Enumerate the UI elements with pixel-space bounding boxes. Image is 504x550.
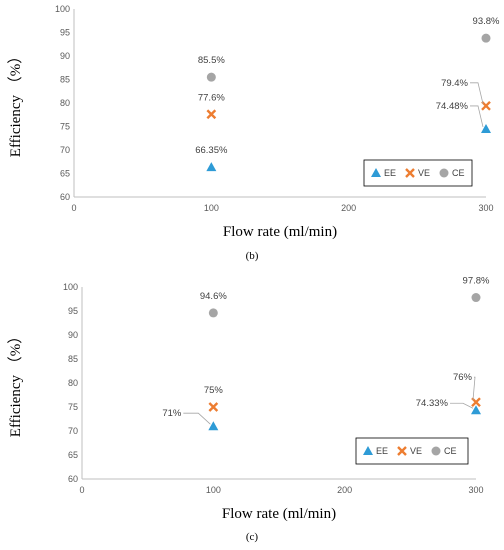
x-tick-label: 300 xyxy=(478,203,493,213)
y-axis-title: Efficiency （%） xyxy=(7,49,24,157)
y-tick-label: 100 xyxy=(63,282,78,292)
data-label: 74.48% xyxy=(436,101,469,112)
data-label-leader xyxy=(450,402,474,409)
y-tick-label: 60 xyxy=(60,192,70,202)
data-point-ce xyxy=(471,293,481,303)
data-label: 94.6% xyxy=(200,291,227,302)
data-point-ee xyxy=(471,405,481,415)
x-axis-title: Flow rate (ml/min) xyxy=(222,506,336,522)
y-tick-label: 85 xyxy=(68,354,78,364)
data-label-leader xyxy=(470,82,484,104)
x-tick-label: 0 xyxy=(79,485,84,495)
y-axis-title: Efficiency （%） xyxy=(7,329,24,437)
data-point-ce xyxy=(206,72,216,82)
y-tick-label: 65 xyxy=(68,450,78,460)
x-tick-label: 0 xyxy=(71,203,76,213)
y-tick-label: 65 xyxy=(60,169,70,179)
panel-label: (c) xyxy=(246,531,259,543)
x-tick-label: 100 xyxy=(206,485,221,495)
data-point-ee xyxy=(208,421,219,431)
data-point-ce xyxy=(481,33,491,43)
y-tick-label: 90 xyxy=(60,51,70,61)
y-tick-label: 95 xyxy=(68,306,78,316)
x-tick-label: 100 xyxy=(204,203,219,213)
y-tick-label: 75 xyxy=(68,402,78,412)
data-point-ce xyxy=(208,308,218,318)
data-label: 66.35% xyxy=(195,145,228,156)
x-tick-label: 200 xyxy=(341,203,356,213)
data-label: 76% xyxy=(453,372,473,383)
y-tick-label: 100 xyxy=(55,4,70,14)
data-label-leader xyxy=(472,376,476,401)
data-label-leader xyxy=(183,412,211,425)
y-tick-label: 95 xyxy=(60,28,70,38)
data-label: 71% xyxy=(162,408,182,419)
legend-entry: CE xyxy=(452,168,465,178)
legend-entry: EE xyxy=(384,168,396,178)
y-tick-label: 80 xyxy=(60,98,70,108)
y-tick-label: 90 xyxy=(68,330,78,340)
data-label: 97.8% xyxy=(463,276,490,287)
legend-box xyxy=(355,437,469,465)
y-tick-label: 60 xyxy=(68,474,78,484)
data-label: 93.8% xyxy=(473,16,500,27)
data-label: 79.4% xyxy=(441,78,468,89)
legend-marker-ve xyxy=(397,446,407,456)
data-point-ve xyxy=(208,402,219,412)
x-tick-label: 200 xyxy=(337,485,352,495)
chart-panel-c: 60 65 70 75 80 85 90 95 100 0 100 200 300 Flow rate (… xyxy=(7,276,490,543)
data-label: 85.5% xyxy=(198,55,225,66)
y-tick-label: 70 xyxy=(68,426,78,436)
y-tick-label: 70 xyxy=(60,145,70,155)
data-label: 75% xyxy=(204,385,224,396)
data-point-ve xyxy=(206,109,217,120)
legend-box xyxy=(363,159,473,187)
panel-label: (b) xyxy=(246,250,259,262)
legend-marker-ee xyxy=(363,446,373,455)
y-tick-label: 85 xyxy=(60,75,70,85)
data-label: 77.6% xyxy=(198,92,225,103)
y-tick-label: 75 xyxy=(60,122,70,132)
x-tick-label: 300 xyxy=(468,485,483,495)
legend-entry: EE xyxy=(376,446,388,456)
chart-panel-b: 60 65 70 75 80 85 90 95 100 0 100 200 300 Flow rate (… xyxy=(7,4,500,262)
x-axis-title: Flow rate (ml/min) xyxy=(223,224,337,240)
legend-marker-ee xyxy=(371,168,381,177)
data-label: 74.33% xyxy=(416,398,449,409)
legend-entry: VE xyxy=(418,168,430,178)
data-point-ve xyxy=(481,100,491,111)
legend-marker-ve xyxy=(405,168,415,178)
data-label-leader xyxy=(470,105,484,128)
legend-entry: CE xyxy=(444,446,457,456)
legend-marker-ce xyxy=(431,446,441,456)
data-point-ee xyxy=(206,162,217,172)
legend-entry: VE xyxy=(410,446,422,456)
y-tick-label: 80 xyxy=(68,378,78,388)
data-point-ee xyxy=(481,123,491,133)
legend-marker-ce xyxy=(439,168,449,178)
